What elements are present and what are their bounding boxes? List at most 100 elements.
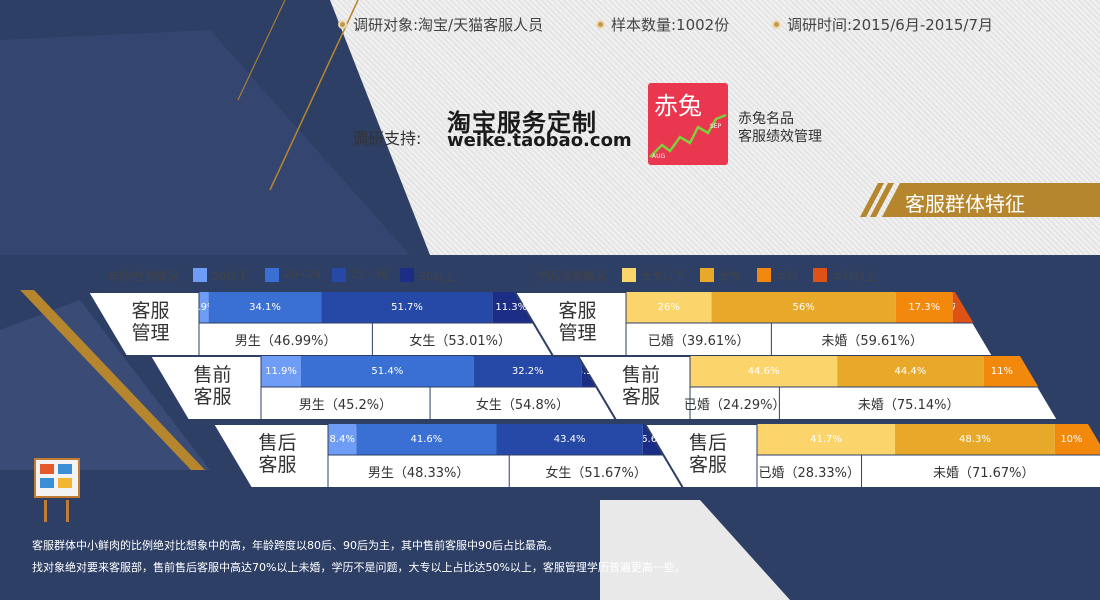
subject-header: 调研对象:淘宝/天猫客服人员 (338, 14, 543, 35)
male-share: 男生（46.99%） (234, 334, 337, 349)
bar-segment (711, 292, 896, 323)
legend-title: 年龄/性别情况 (108, 270, 178, 283)
bar-data-label: 51.7% (391, 302, 423, 313)
bar-segment (626, 292, 712, 323)
bar-data-label: 11.3% (495, 302, 528, 313)
bar-segment (261, 356, 301, 387)
period-header: 调研时间:2015/6月-2015/7月 (772, 14, 993, 35)
bar-segment (328, 424, 357, 455)
female-share: 女生（53.01%） (409, 334, 511, 349)
bar-data-label: 43.4% (553, 434, 586, 445)
bar-segment (690, 356, 838, 387)
legend-entry: 大专 (719, 270, 741, 283)
legend-entry: 20~24 (284, 268, 322, 281)
bar-segment (757, 424, 896, 455)
section-title: 客服群体特征 (905, 192, 1025, 216)
legend-swatch (622, 268, 636, 282)
board-leg (66, 500, 69, 522)
bullet-icon (596, 20, 605, 29)
bar-data-label: 6.6% (642, 434, 665, 445)
bottom-right-panel (860, 500, 1100, 600)
legend-entry: 25~30 (351, 268, 389, 281)
chitu-name: 赤兔名品 (738, 111, 794, 127)
single-share: 未婚（59.61%） (821, 334, 923, 349)
bar-segment (356, 424, 497, 455)
row-category-label: 售后 客服 (258, 432, 297, 476)
taobao-logo-url: weike.taobao.com (447, 130, 632, 151)
bar-data-label: 8.4% (329, 434, 355, 445)
single-share: 未婚（71.67%） (932, 466, 1035, 481)
legend-entry: 本科 (776, 270, 798, 283)
bar-data-label: 17.3% (908, 302, 941, 313)
female-share: 女生（51.67%） (545, 466, 647, 481)
bar-segment (321, 292, 493, 323)
bar-segment (473, 356, 582, 387)
bar-segment (300, 356, 474, 387)
chitu-logo-icon: 赤兔 SEP AUG (648, 83, 728, 165)
bar-data-label: 44.4% (894, 366, 927, 377)
single-share: 未婚（75.14%） (857, 398, 960, 413)
legend-entry: 大专以下 (641, 270, 685, 283)
female-share: 女生（54.8%） (475, 398, 570, 413)
row-category-label: 客服 管理 (558, 300, 597, 344)
legend-entry: 30以上 (419, 270, 455, 283)
married-share: 已婚（39.61%） (647, 334, 750, 349)
bar-data-label: 56% (792, 302, 815, 313)
presentation-board-icon (34, 458, 80, 498)
row-category-label: 售前 客服 (621, 364, 660, 408)
support-label: 调研支持: (352, 129, 422, 148)
bar-segment (952, 292, 974, 323)
row-category-label: 售前 客服 (193, 364, 232, 408)
bar-data-label: 41.6% (410, 434, 443, 445)
gold-divider-line-2 (237, 0, 286, 101)
bar-data-label: 10% (1060, 434, 1083, 445)
male-share: 男生（48.33%） (367, 466, 470, 481)
male-share: 男生（45.2%） (298, 398, 393, 413)
bar-data-label: 41.7% (810, 434, 842, 445)
bar-segment (199, 292, 209, 323)
bar-segment (895, 424, 1055, 455)
legend-swatch (265, 268, 279, 282)
bar-data-label: 0.7% (953, 292, 955, 323)
gold-divider-line-1 (269, 0, 359, 191)
chitu-desc: 客服绩效管理 (738, 129, 822, 145)
sample-header: 样本数量:1002份 (596, 14, 729, 35)
bar-segment (983, 356, 1039, 387)
bar-data-label: 34.1% (249, 302, 281, 313)
chitu-chart-icon (649, 113, 727, 158)
row-category-label: 售后 客服 (688, 432, 727, 476)
legend-title: 学历/婚姻情况 (536, 270, 606, 283)
taobao-logo-name: 淘宝服务定制 (447, 109, 597, 137)
legend-swatch (700, 268, 714, 282)
bar-segment (1054, 424, 1100, 455)
bar-segment (208, 292, 322, 323)
bar-data-label: 11.9% (265, 366, 297, 377)
mid-navy-triangle (0, 30, 410, 255)
note-line-1: 客服群体中小鲜肉的比例绝对比想象中的高，年龄跨度以80后、90后为主，其中售前客… (32, 539, 558, 552)
legend-swatch (400, 268, 414, 282)
bullet-icon (338, 20, 347, 29)
bar-segment (496, 424, 643, 455)
legend-entry: 本科以上 (832, 270, 876, 283)
bottom-light-wedge (600, 500, 790, 600)
board-leg (44, 500, 47, 522)
bar-data-label: 44.6% (747, 366, 780, 377)
legend-swatch (193, 268, 207, 282)
bar-data-label: 32.2% (511, 366, 544, 377)
married-share: 已婚（24.29%） (683, 398, 786, 413)
bar-data-label: 4.5% (582, 366, 597, 377)
bullet-icon (772, 20, 781, 29)
gold-diagonal-stripe (20, 290, 205, 470)
bar-segment (895, 292, 953, 323)
note-line-2: 找对象绝对要来客服部，售前售后客服中高达70%以上未婚，学历不是问题，大专以上占… (32, 561, 686, 574)
bar-data-label: 51.4% (371, 366, 404, 377)
legend-swatch (757, 268, 771, 282)
bar-data-label: 11% (990, 366, 1013, 377)
bar-data-label: 2.9% (199, 302, 209, 313)
bar-data-label: 48.3% (959, 434, 991, 445)
married-share: 已婚（28.33%） (758, 466, 861, 481)
legend-entry: 20以下 (212, 270, 248, 283)
bar-segment (837, 356, 984, 387)
